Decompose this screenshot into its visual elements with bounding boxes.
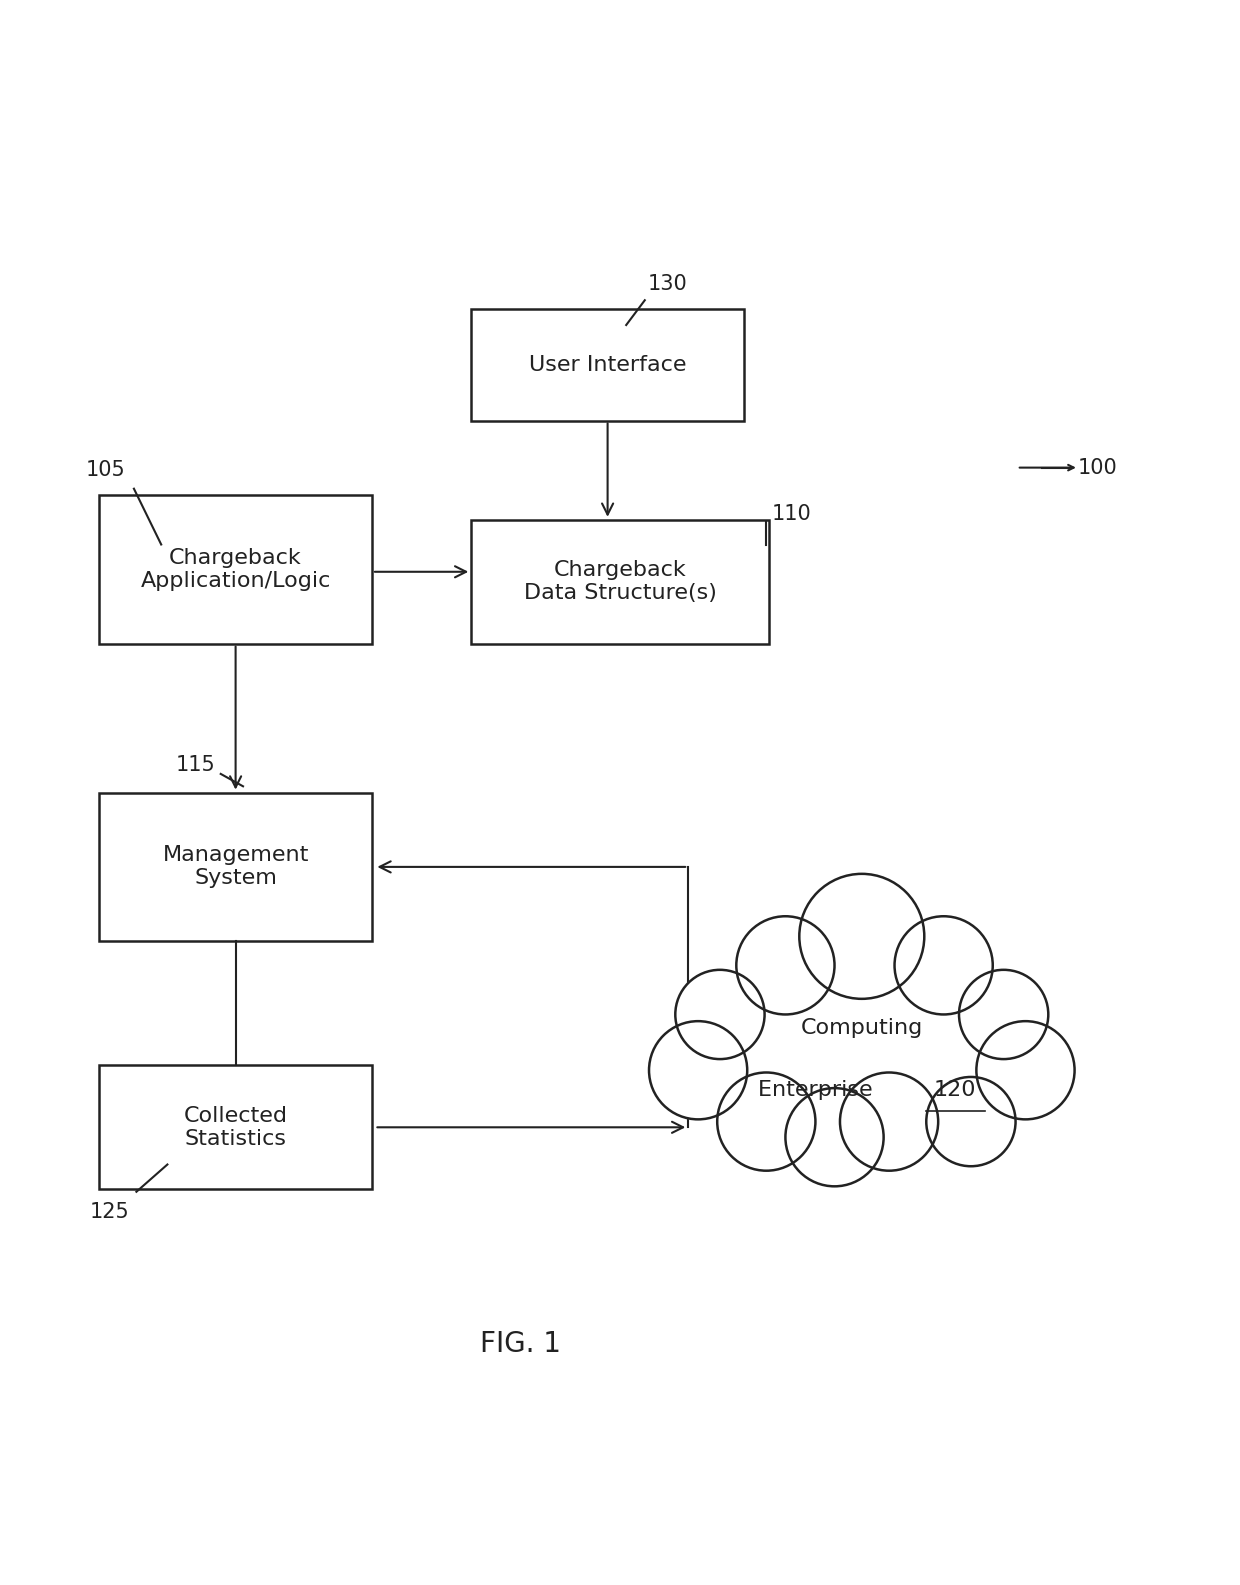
Circle shape	[785, 1089, 884, 1186]
Text: 120: 120	[934, 1079, 976, 1100]
FancyBboxPatch shape	[99, 495, 372, 644]
Text: 115: 115	[176, 754, 216, 775]
Text: 105: 105	[86, 460, 125, 480]
Text: 100: 100	[1078, 458, 1117, 477]
Circle shape	[649, 1021, 748, 1119]
Text: 130: 130	[647, 274, 687, 295]
Circle shape	[959, 970, 1048, 1059]
FancyBboxPatch shape	[99, 1065, 372, 1189]
Text: Chargeback
Application/Logic: Chargeback Application/Logic	[140, 548, 331, 591]
Circle shape	[676, 970, 765, 1059]
Text: 125: 125	[89, 1201, 129, 1222]
Text: Enterprise: Enterprise	[758, 1079, 879, 1100]
Circle shape	[976, 1021, 1075, 1119]
Text: FIG. 1: FIG. 1	[480, 1330, 562, 1358]
Circle shape	[800, 873, 924, 999]
Text: User Interface: User Interface	[528, 355, 687, 374]
Text: Management
System: Management System	[162, 845, 309, 889]
FancyBboxPatch shape	[471, 520, 769, 644]
Circle shape	[839, 1073, 939, 1171]
Text: Collected
Statistics: Collected Statistics	[184, 1106, 288, 1149]
FancyBboxPatch shape	[99, 792, 372, 941]
Text: Chargeback
Data Structure(s): Chargeback Data Structure(s)	[523, 560, 717, 604]
Circle shape	[926, 1076, 1016, 1167]
Circle shape	[717, 1073, 816, 1171]
Circle shape	[737, 916, 835, 1014]
FancyBboxPatch shape	[471, 309, 744, 420]
Text: 110: 110	[771, 504, 811, 523]
Text: Computing: Computing	[801, 1018, 923, 1038]
Circle shape	[894, 916, 993, 1014]
